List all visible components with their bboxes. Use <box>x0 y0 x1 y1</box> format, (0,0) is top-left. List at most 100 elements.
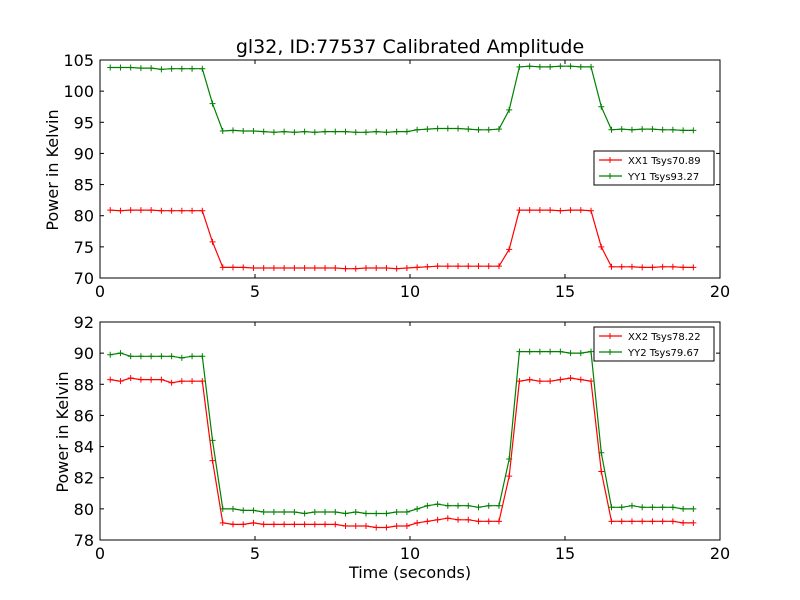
data-point-marker <box>506 456 513 463</box>
bottom-chart-panel: 0 5 10 15 20 78 80 82 84 86 88 90 92 XX2 Tsys78.22 YY2… <box>74 313 731 563</box>
data-point-marker <box>127 353 134 360</box>
y-tick-label: 86 <box>74 406 94 425</box>
data-point-marker <box>219 505 226 512</box>
data-point-marker <box>577 207 584 214</box>
data-point-marker <box>148 353 155 360</box>
data-point-marker <box>158 376 165 383</box>
data-point-marker <box>547 63 554 70</box>
data-point-marker <box>189 65 196 72</box>
data-point-marker <box>209 457 216 464</box>
data-point-marker <box>434 263 441 270</box>
data-point-marker <box>455 516 462 523</box>
data-point-marker <box>352 522 359 529</box>
x-tick-label: 20 <box>710 544 730 563</box>
data-point-marker <box>393 265 400 272</box>
data-point-marker <box>659 263 666 270</box>
bottom-chart-legend: XX2 Tsys78.22 YY2 Tsys79.67 <box>593 326 715 362</box>
data-point-marker <box>127 207 134 214</box>
data-point-marker <box>342 265 349 272</box>
data-point-marker <box>424 263 431 270</box>
data-point-marker <box>383 524 390 531</box>
y-tick-label: 92 <box>74 313 94 332</box>
data-point-marker <box>373 128 380 135</box>
data-point-marker <box>189 353 196 360</box>
data-point-marker <box>270 129 277 136</box>
data-point-marker <box>362 510 369 517</box>
data-point-marker <box>639 504 646 511</box>
data-point-marker <box>669 126 676 133</box>
x-tick-label: 0 <box>95 282 105 301</box>
data-point-marker <box>383 510 390 517</box>
data-point-marker <box>189 207 196 214</box>
top-chart-panel: 0 5 10 15 20 70 75 80 85 90 95 100 105 XX1 Tsys70.89 Y… <box>63 51 730 301</box>
data-point-marker <box>414 505 421 512</box>
y-tick-label: 84 <box>74 438 94 457</box>
data-point-marker <box>362 522 369 529</box>
y-tick-label: 78 <box>74 531 94 550</box>
data-point-marker <box>495 502 502 509</box>
data-point-marker <box>383 129 390 136</box>
data-point-marker <box>608 504 615 511</box>
y-tick-label: 90 <box>74 344 94 363</box>
data-point-marker <box>455 125 462 132</box>
data-point-marker <box>209 238 216 245</box>
data-point-marker <box>690 264 697 271</box>
data-point-marker <box>495 263 502 270</box>
data-point-marker <box>403 128 410 135</box>
data-point-marker <box>588 207 595 214</box>
data-point-marker <box>373 510 380 517</box>
data-point-marker <box>526 207 533 214</box>
data-point-marker <box>649 518 656 525</box>
data-point-marker <box>229 127 236 134</box>
data-point-marker <box>547 207 554 214</box>
data-point-marker <box>475 504 482 511</box>
data-point-marker <box>127 375 134 382</box>
data-point-marker <box>322 265 329 272</box>
data-point-marker <box>588 378 595 385</box>
y-tick-label: 80 <box>74 500 94 519</box>
data-point-marker <box>178 354 185 361</box>
data-point-marker <box>260 508 267 515</box>
data-point-marker <box>547 378 554 385</box>
data-point-marker <box>117 378 124 385</box>
data-point-marker <box>414 264 421 271</box>
data-point-marker <box>178 207 185 214</box>
data-point-marker <box>322 128 329 135</box>
data-point-marker <box>649 504 656 511</box>
data-point-marker <box>281 128 288 135</box>
data-point-marker <box>373 265 380 272</box>
data-point-marker <box>588 63 595 70</box>
x-tick-label: 20 <box>710 282 730 301</box>
series-line <box>110 65 694 133</box>
data-point-marker <box>199 353 206 360</box>
data-point-marker <box>690 127 697 134</box>
data-point-marker <box>148 376 155 383</box>
data-point-marker <box>199 207 206 214</box>
data-point-marker <box>281 521 288 528</box>
data-point-marker <box>332 128 339 135</box>
data-point-marker <box>168 207 175 214</box>
data-point-marker <box>291 521 298 528</box>
data-point-marker <box>209 100 216 107</box>
data-point-marker <box>485 263 492 270</box>
y-tick-label: 90 <box>74 144 94 163</box>
data-point-marker <box>434 501 441 508</box>
data-point-marker <box>311 508 318 515</box>
data-point-marker <box>352 508 359 515</box>
data-point-marker <box>485 126 492 133</box>
data-point-marker <box>240 264 247 271</box>
data-point-marker <box>362 129 369 136</box>
data-point-marker <box>250 519 257 526</box>
data-point-marker <box>536 207 543 214</box>
data-point-marker <box>219 128 226 135</box>
data-point-marker <box>178 65 185 72</box>
data-point-marker <box>311 521 318 528</box>
data-point-marker <box>516 378 523 385</box>
data-point-marker <box>250 507 257 514</box>
data-point-marker <box>526 348 533 355</box>
data-point-marker <box>680 264 687 271</box>
data-point-marker <box>322 508 329 515</box>
y-tick-label: 70 <box>74 269 94 288</box>
data-point-marker <box>291 265 298 272</box>
data-point-marker <box>219 519 226 526</box>
